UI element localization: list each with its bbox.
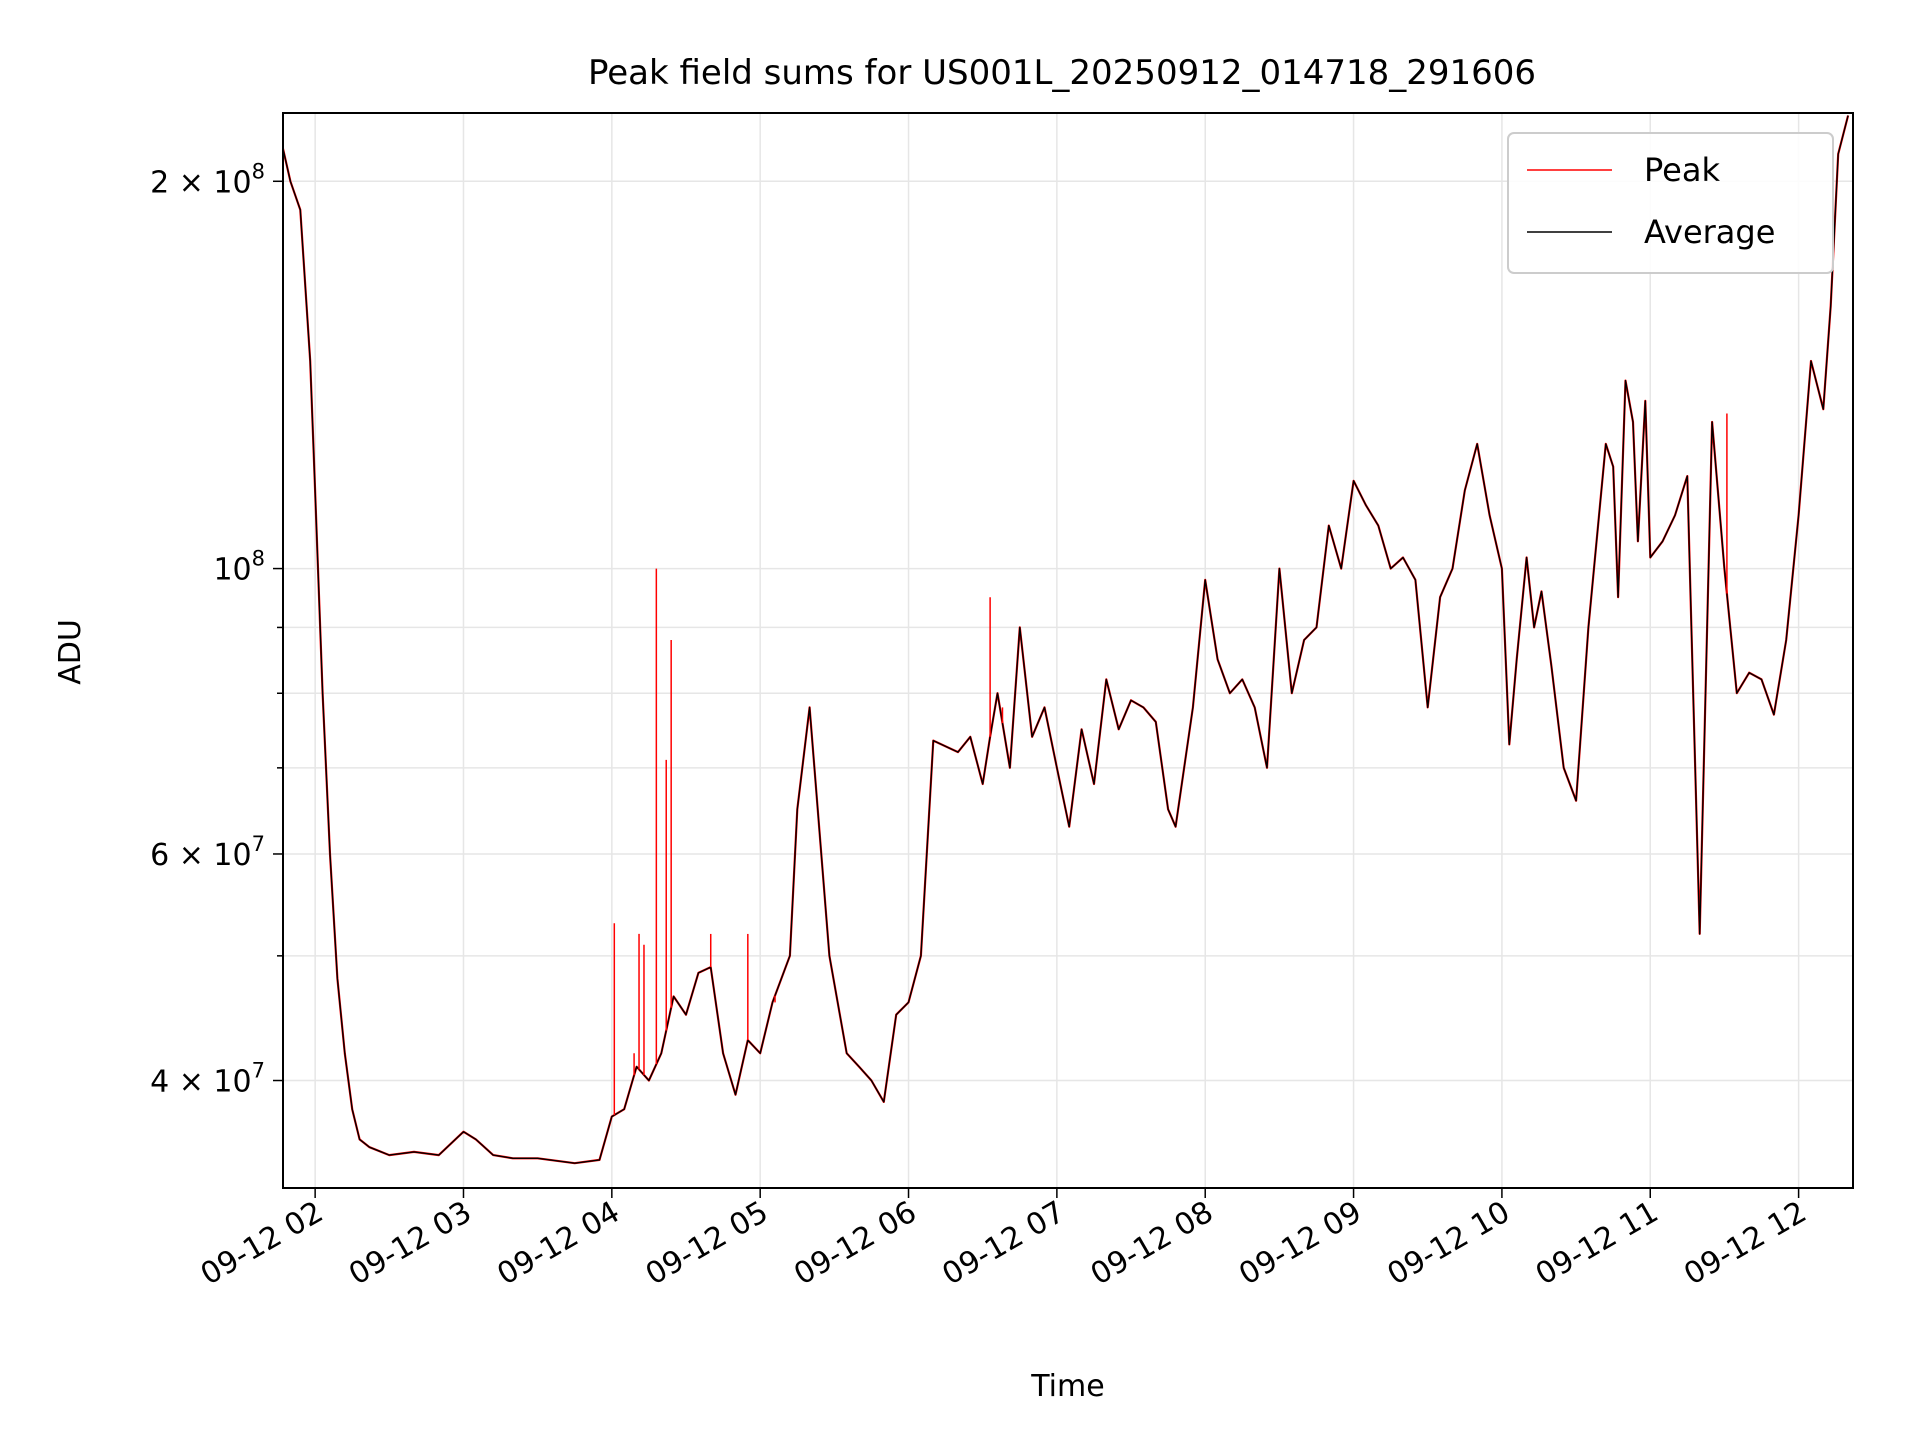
legend-average-label: Average <box>1644 213 1775 251</box>
plot-frame <box>282 112 1854 1189</box>
y-tick-label: 6 × 107 <box>150 832 265 873</box>
y-tick-label: 4 × 107 <box>150 1059 265 1100</box>
legend-box <box>1507 132 1834 274</box>
series-lines <box>281 115 1850 1165</box>
y-axis-label: ADU <box>53 619 88 685</box>
legend: Peak Average <box>1507 132 1834 274</box>
chart-title: Peak field sums for US001L_20250912_0147… <box>588 53 1536 93</box>
y-tick-label: 2 × 108 <box>150 159 265 200</box>
x-axis-label: Time <box>1030 1369 1104 1404</box>
series-average <box>282 115 1849 1164</box>
legend-peak-label: Peak <box>1644 151 1720 189</box>
